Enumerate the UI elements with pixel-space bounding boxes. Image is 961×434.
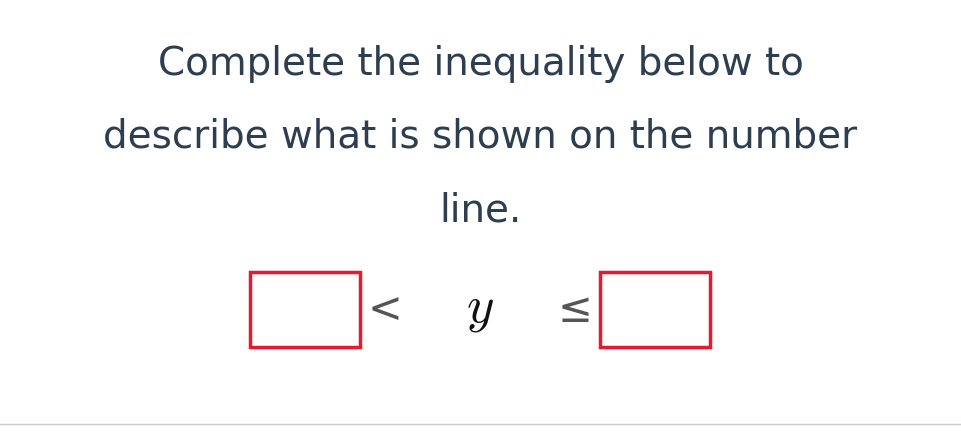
Text: $y$: $y$ (466, 281, 494, 333)
Text: describe what is shown on the number: describe what is shown on the number (104, 118, 857, 156)
FancyBboxPatch shape (250, 272, 360, 347)
Text: <: < (368, 288, 403, 330)
Text: ≤: ≤ (557, 288, 592, 330)
FancyBboxPatch shape (600, 272, 710, 347)
Text: line.: line. (439, 191, 522, 230)
Text: Complete the inequality below to: Complete the inequality below to (158, 45, 803, 83)
